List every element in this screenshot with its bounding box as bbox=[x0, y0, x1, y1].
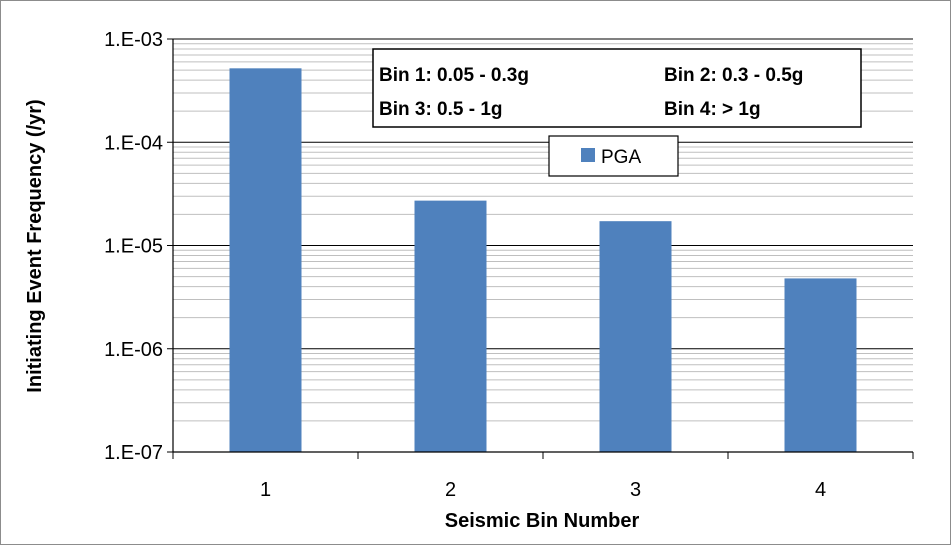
bar-3 bbox=[599, 221, 672, 452]
bin-note-1: Bin 1: 0.05 - 0.3g bbox=[379, 65, 529, 86]
legend-swatch bbox=[581, 148, 595, 162]
bin-notes-box: Bin 1: 0.05 - 0.3g Bin 2: 0.3 - 0.5g Bin… bbox=[372, 48, 862, 128]
y-tick-label: 1.E-04 bbox=[104, 132, 163, 154]
legend: PGA bbox=[548, 135, 679, 177]
y-tick-label: 1.E-03 bbox=[104, 29, 163, 51]
ticks-layer: 1.E-07 1.E-06 1.E-05 1.E-04 1.E-03 1 2 3 4 bbox=[104, 29, 914, 501]
x-tick-label: 4 bbox=[815, 479, 826, 501]
bars-layer bbox=[229, 68, 857, 452]
x-tick-label: 1 bbox=[260, 479, 271, 501]
legend-label: PGA bbox=[601, 147, 641, 168]
bin-note-2: Bin 2: 0.3 - 0.5g bbox=[664, 65, 803, 86]
x-tick-label: 3 bbox=[630, 479, 641, 501]
bar-1 bbox=[229, 68, 302, 452]
y-tick-label: 1.E-07 bbox=[104, 442, 163, 464]
x-axis-title: Seismic Bin Number bbox=[445, 510, 640, 532]
bin-notes-border bbox=[372, 48, 862, 128]
y-axis-title: Initiating Event Frequency (/yr) bbox=[24, 99, 46, 392]
bin-note-3: Bin 3: 0.5 - 1g bbox=[379, 99, 503, 120]
bin-note-4: Bin 4: > 1g bbox=[664, 99, 761, 120]
bar-2 bbox=[414, 200, 487, 452]
bar-4 bbox=[784, 278, 857, 452]
y-tick-label: 1.E-06 bbox=[104, 339, 163, 361]
y-tick-label: 1.E-05 bbox=[104, 236, 163, 258]
legend-border bbox=[548, 135, 679, 177]
x-tick-label: 2 bbox=[445, 479, 456, 501]
